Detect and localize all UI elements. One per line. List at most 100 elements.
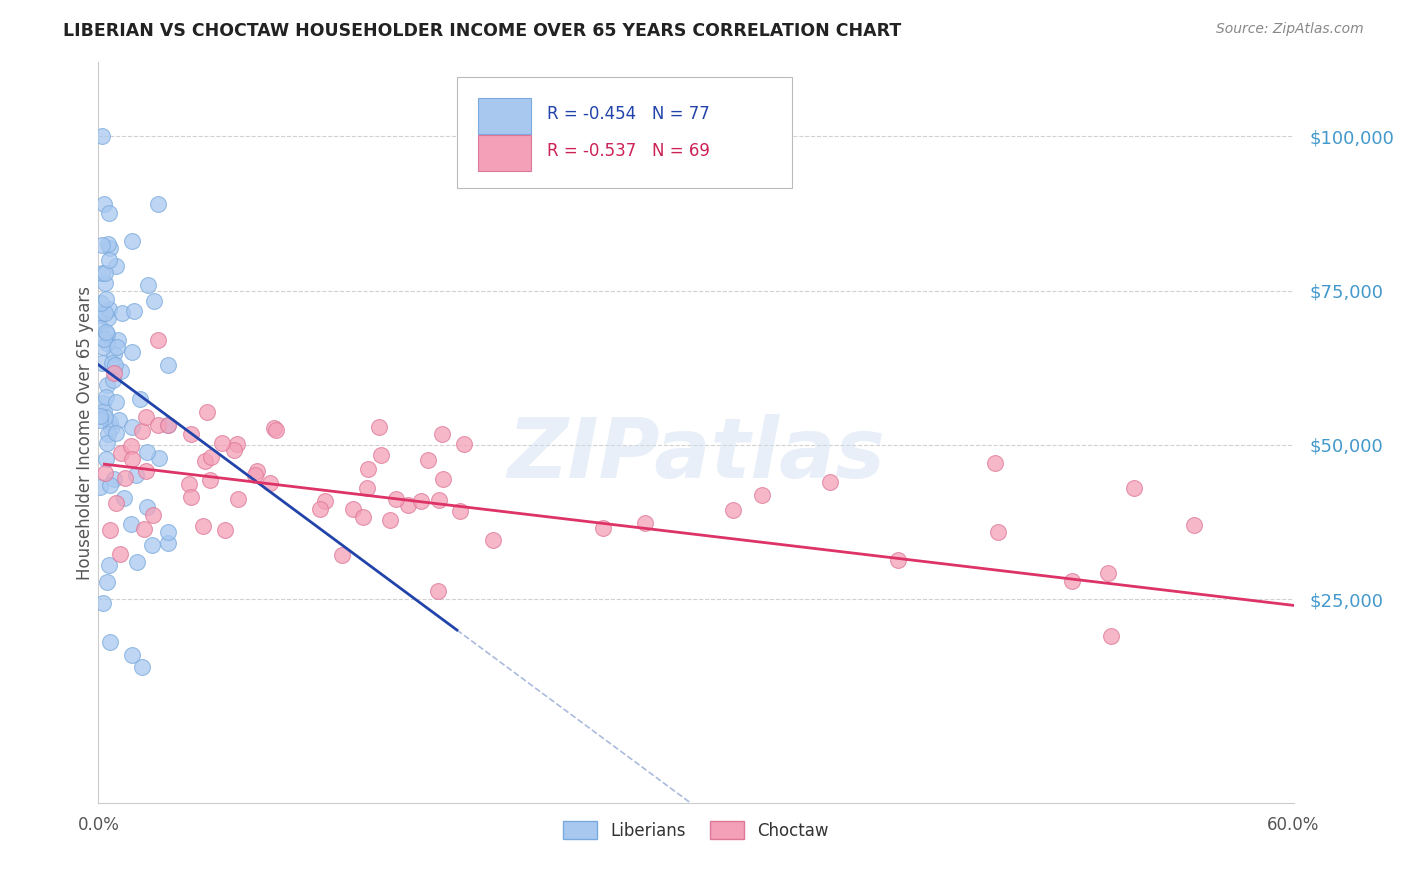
Point: [378, 513, 401, 527]
Point: [120, 439, 142, 453]
Point: [157, 359, 180, 373]
Point: [94, 390, 117, 404]
Point: [264, 423, 287, 437]
Point: [146, 418, 169, 433]
Point: [211, 435, 233, 450]
Point: [396, 498, 419, 512]
Point: [224, 442, 246, 457]
Point: [94, 466, 117, 480]
Point: [194, 454, 217, 468]
Point: [245, 467, 267, 482]
Point: [592, 521, 614, 535]
Point: [104, 495, 127, 509]
Point: [370, 448, 392, 462]
Point: [94, 325, 117, 339]
Point: [342, 502, 364, 516]
Point: [409, 494, 432, 508]
Point: [430, 427, 453, 442]
Point: [94, 293, 117, 307]
Point: [89, 413, 111, 427]
Point: [191, 518, 214, 533]
Point: [177, 476, 200, 491]
Point: [1123, 481, 1146, 495]
Point: [97, 205, 120, 219]
Point: [200, 450, 222, 464]
Point: [432, 472, 454, 486]
Point: [1182, 518, 1205, 533]
Point: [97, 237, 120, 252]
Point: [98, 477, 121, 491]
Point: [198, 473, 221, 487]
Point: [96, 435, 118, 450]
Point: [121, 452, 143, 467]
Point: [91, 129, 114, 144]
Point: [984, 457, 1007, 471]
Point: [125, 555, 148, 569]
Point: [96, 336, 118, 351]
Point: [148, 333, 170, 347]
Point: [110, 446, 132, 460]
Point: [135, 465, 157, 479]
Point: [129, 392, 152, 406]
Point: [94, 410, 117, 425]
Point: [93, 197, 115, 211]
Point: [103, 472, 125, 486]
Point: [142, 294, 165, 309]
Point: [103, 373, 125, 387]
Point: [633, 516, 655, 530]
Point: [91, 266, 114, 280]
Y-axis label: Householder Income Over 65 years: Householder Income Over 65 years: [76, 285, 94, 580]
Point: [482, 533, 505, 548]
Point: [131, 424, 153, 438]
Point: [308, 502, 330, 516]
Point: [96, 378, 118, 392]
Point: [93, 404, 115, 418]
Point: [357, 462, 380, 476]
Point: [100, 421, 122, 435]
Point: [427, 584, 450, 599]
Point: [418, 452, 440, 467]
Point: [121, 420, 143, 434]
Text: Source: ZipAtlas.com: Source: ZipAtlas.com: [1216, 22, 1364, 37]
Point: [148, 451, 170, 466]
Point: [449, 504, 471, 518]
Point: [157, 418, 180, 433]
Point: [98, 523, 121, 537]
Point: [131, 660, 153, 674]
Point: [101, 356, 124, 370]
Point: [91, 396, 114, 410]
Point: [214, 523, 236, 537]
Point: [103, 347, 125, 361]
Point: [89, 409, 111, 424]
Point: [104, 358, 127, 372]
Point: [97, 427, 120, 442]
Point: [103, 366, 125, 380]
Point: [90, 238, 112, 252]
Point: [89, 308, 111, 322]
Point: [141, 538, 163, 552]
FancyBboxPatch shape: [478, 98, 531, 135]
Point: [89, 321, 111, 335]
Point: [195, 405, 218, 419]
Point: [135, 409, 157, 424]
Point: [89, 306, 111, 320]
Point: [314, 494, 336, 508]
Point: [96, 326, 118, 341]
Point: [352, 510, 374, 524]
Point: [367, 420, 389, 434]
Point: [96, 452, 118, 467]
Point: [108, 547, 131, 561]
Point: [356, 481, 378, 495]
Point: [263, 421, 285, 435]
Point: [120, 516, 142, 531]
Point: [1060, 574, 1083, 588]
Point: [135, 500, 157, 515]
Point: [110, 306, 132, 320]
Point: [259, 475, 281, 490]
Point: [721, 503, 744, 517]
Point: [121, 234, 143, 248]
Point: [105, 425, 128, 440]
Point: [226, 492, 249, 507]
Point: [90, 296, 112, 310]
Point: [136, 277, 159, 292]
